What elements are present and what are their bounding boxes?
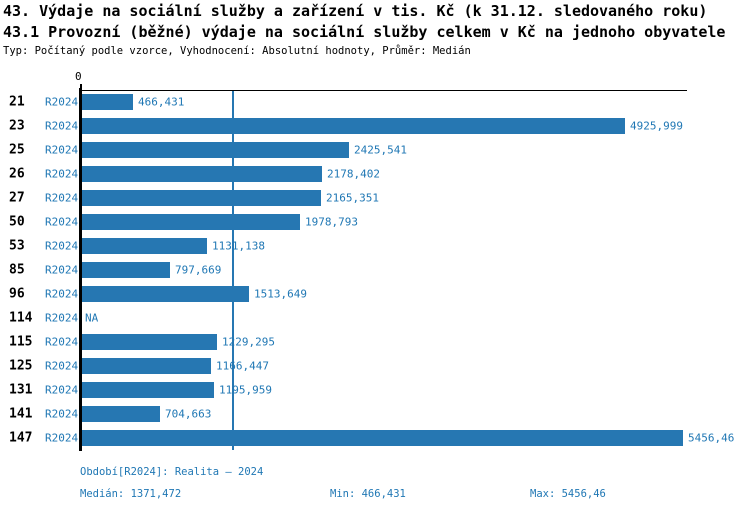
bar-value-label: 1166,447: [216, 359, 269, 373]
bar-value-label: 2425,541: [354, 143, 407, 157]
row-period-label: R2024: [45, 335, 79, 349]
report-subtitle: 43.1 Provozní (běžné) výdaje na sociální…: [3, 23, 726, 41]
x-axis-zero-tick-label: 0: [75, 70, 82, 83]
row-period-label: R2024: [45, 239, 79, 253]
bar: [82, 430, 683, 446]
bar-value-label: 1978,793: [305, 215, 358, 229]
bar-value-label: 1229,295: [222, 335, 275, 349]
chart-row: 96 R2024 1513,649: [0, 282, 750, 306]
row-period-label: R2024: [45, 311, 79, 325]
bar: [82, 286, 249, 302]
chart-row: 114 R2024 NA: [0, 306, 750, 330]
bar-value-label: 797,669: [175, 263, 222, 277]
bar-value-label: 2178,402: [327, 167, 380, 181]
row-period-label: R2024: [45, 287, 79, 301]
footer-period: Období[R2024]: Realita – 2024: [80, 466, 264, 478]
row-category-label: 23: [9, 118, 25, 134]
bar-value-label: 704,663: [165, 407, 212, 421]
row-period-label: R2024: [45, 215, 79, 229]
bar: [82, 142, 349, 158]
row-period-label: R2024: [45, 143, 79, 157]
row-period-label: R2024: [45, 359, 79, 373]
row-period-label: R2024: [45, 383, 79, 397]
bar: [82, 382, 214, 398]
bar: [82, 334, 217, 350]
bar: [82, 118, 625, 134]
x-axis-line: [80, 90, 687, 91]
row-category-label: 25: [9, 142, 25, 158]
chart-row: 141 R2024 704,663: [0, 402, 750, 426]
row-period-label: R2024: [45, 167, 79, 181]
row-category-label: 114: [9, 310, 33, 326]
row-category-label: 21: [9, 94, 25, 110]
chart-row: 115 R2024 1229,295: [0, 330, 750, 354]
bar-value-label: 4925,999: [630, 119, 683, 133]
bar: [82, 238, 207, 254]
bar-value-label: 5456,46: [688, 431, 735, 445]
chart-row: 85 R2024 797,669: [0, 258, 750, 282]
bar: [82, 406, 160, 422]
bar: [82, 190, 321, 206]
bar-value-label: NA: [85, 311, 99, 325]
median-line: [232, 91, 234, 450]
row-category-label: 27: [9, 190, 25, 206]
row-period-label: R2024: [45, 119, 79, 133]
row-category-label: 147: [9, 430, 33, 446]
bar-value-label: 1131,138: [212, 239, 265, 253]
bar-value-label: 1513,649: [254, 287, 307, 301]
footer-min: Min: 466,431: [330, 488, 406, 500]
chart-row: 26 R2024 2178,402: [0, 162, 750, 186]
chart-row: 131 R2024 1195,959: [0, 378, 750, 402]
bar-value-label: 1195,959: [219, 383, 272, 397]
chart-row: 125 R2024 1166,447: [0, 354, 750, 378]
bar: [82, 94, 133, 110]
footer-median: Medián: 1371,472: [80, 488, 182, 500]
chart-row: 147 R2024 5456,46: [0, 426, 750, 450]
chart-row: 25 R2024 2425,541: [0, 138, 750, 162]
chart-row: 50 R2024 1978,793: [0, 210, 750, 234]
report-meta: Typ: Počítaný podle vzorce, Vyhodnocení:…: [3, 45, 471, 57]
y-axis-line: [79, 88, 82, 451]
bar-value-label: 466,431: [138, 95, 185, 109]
chart-row: 23 R2024 4925,999: [0, 114, 750, 138]
row-category-label: 53: [9, 238, 25, 254]
row-period-label: R2024: [45, 263, 79, 277]
bar: [82, 214, 300, 230]
chart-row: 27 R2024 2165,351: [0, 186, 750, 210]
row-category-label: 141: [9, 406, 33, 422]
bar: [82, 166, 322, 182]
chart-row: 21 R2024 466,431: [0, 90, 750, 114]
row-period-label: R2024: [45, 407, 79, 421]
bar: [82, 358, 211, 374]
row-category-label: 50: [9, 214, 25, 230]
report-title: 43. Výdaje na sociální služby a zařízení…: [3, 2, 708, 20]
bar-value-label: 2165,351: [326, 191, 379, 205]
row-category-label: 125: [9, 358, 33, 374]
x-axis-zero-tick: [80, 84, 82, 90]
row-category-label: 131: [9, 382, 33, 398]
row-category-label: 26: [9, 166, 25, 182]
chart-row: 53 R2024 1131,138: [0, 234, 750, 258]
bar: [82, 262, 170, 278]
row-category-label: 96: [9, 286, 25, 302]
footer-max: Max: 5456,46: [530, 488, 606, 500]
row-period-label: R2024: [45, 95, 79, 109]
row-category-label: 115: [9, 334, 33, 350]
row-period-label: R2024: [45, 431, 79, 445]
row-category-label: 85: [9, 262, 25, 278]
row-period-label: R2024: [45, 191, 79, 205]
